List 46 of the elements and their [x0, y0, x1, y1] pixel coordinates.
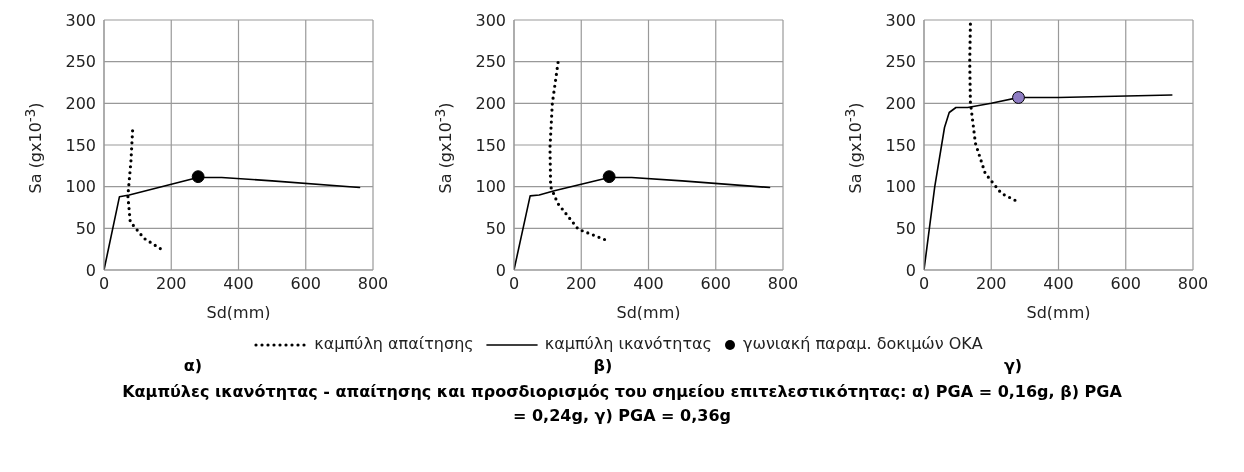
- text: Καμπύλες ικανότητας - απαίτησης και προσδιορισμός του σημείου επιτελεστικότητας: α) PGA = 0,16g, β) PGA = 0,24g, γ) PGA = 0,36g: [121, 381, 1123, 427]
- x-tick-label: 400: [1043, 274, 1074, 294]
- y-tick-label: 100: [885, 177, 916, 197]
- x-tick-label: 800: [357, 274, 389, 294]
- x-tick-label: 600: [1110, 274, 1142, 294]
- x-tick-label: 400: [223, 274, 254, 294]
- x-tick-label: 200: [155, 274, 187, 294]
- x-tick-label: 800: [1177, 274, 1209, 294]
- x-axis-title: Sd(mm): [1026, 303, 1091, 322]
- x-tick-label: 0: [918, 274, 930, 294]
- legend-label: καμπύλη ικανότητας: [543, 334, 712, 353]
- x-tick-label: 800: [767, 274, 799, 294]
- y-tick-label: 300: [65, 10, 96, 30]
- y-tick-label: 100: [475, 177, 506, 197]
- y-tick-label: 0: [495, 260, 506, 280]
- text: α): [182, 356, 204, 375]
- y-tick-label: 300: [885, 10, 916, 30]
- y-tick-label: 150: [475, 135, 506, 155]
- legend-label: γωνιακή παραμ. δοκιμών ΟΚΑ: [742, 334, 983, 353]
- x-tick-label: 200: [975, 274, 1007, 294]
- y-tick-label: 300: [475, 10, 506, 30]
- x-tick-label: 400: [633, 274, 664, 294]
- y-tick-label: 150: [885, 135, 916, 155]
- y-tick-label: 250: [475, 52, 506, 72]
- legend-label: καμπύλη απαίτησης: [313, 334, 474, 353]
- x-tick-label: 600: [290, 274, 322, 294]
- y-tick-label: 50: [485, 219, 506, 239]
- y-tick-label: 150: [65, 135, 96, 155]
- x-axis-title: Sd(mm): [616, 303, 681, 322]
- x-tick-label: 0: [508, 274, 520, 294]
- y-tick-label: 200: [475, 94, 506, 114]
- x-tick-label: 600: [700, 274, 732, 294]
- y-tick-label: 50: [895, 219, 916, 239]
- x-tick-label: 0: [98, 274, 110, 294]
- y-tick-label: 250: [885, 52, 916, 72]
- x-axis-title: Sd(mm): [206, 303, 271, 322]
- y-tick-label: 200: [885, 94, 916, 114]
- x-tick-label: 200: [565, 274, 597, 294]
- y-tick-label: 250: [65, 52, 96, 72]
- y-tick-label: 50: [75, 219, 96, 239]
- y-tick-label: 200: [65, 94, 96, 114]
- text: β): [592, 356, 614, 375]
- y-tick-label: 0: [905, 260, 916, 280]
- y-tick-label: 100: [65, 177, 96, 197]
- y-tick-label: 0: [85, 260, 96, 280]
- text: γ): [1002, 356, 1024, 375]
